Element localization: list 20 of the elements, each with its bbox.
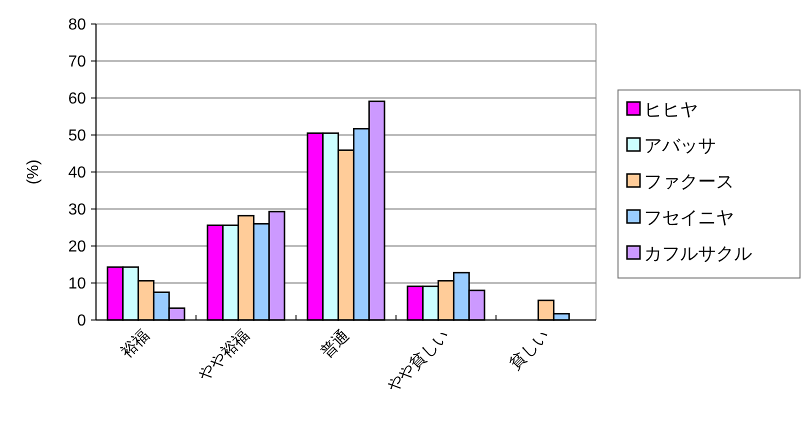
y-tick-label: 20 — [68, 238, 86, 256]
y-tick-label: 0 — [77, 312, 86, 330]
legend-label: ファクース — [644, 171, 734, 192]
y-tick-label: 30 — [68, 202, 86, 219]
legend-label: アバッサ — [644, 135, 716, 156]
y-tick-label: 70 — [68, 54, 86, 71]
legend-label: カフルサクル — [644, 243, 752, 264]
y-tick-label: 60 — [68, 90, 86, 108]
y-tick-label: 50 — [68, 128, 86, 145]
y-tick-label: 80 — [68, 16, 86, 34]
x-tick-label: 裕福 — [117, 326, 153, 362]
legend-label: ヒヒヤ — [644, 99, 698, 120]
x-tick-label: やや貧しい — [384, 326, 453, 396]
y-tick-label: 10 — [68, 276, 86, 293]
y-tick-label: 40 — [68, 164, 86, 182]
legend-label: フセイニヤ — [644, 207, 734, 228]
x-tick-label: 普通 — [317, 326, 353, 362]
y-axis-title: (%) — [25, 160, 42, 184]
x-tick-label: やや裕福 — [194, 326, 253, 384]
x-tick-label: 貧しい — [506, 326, 553, 373]
